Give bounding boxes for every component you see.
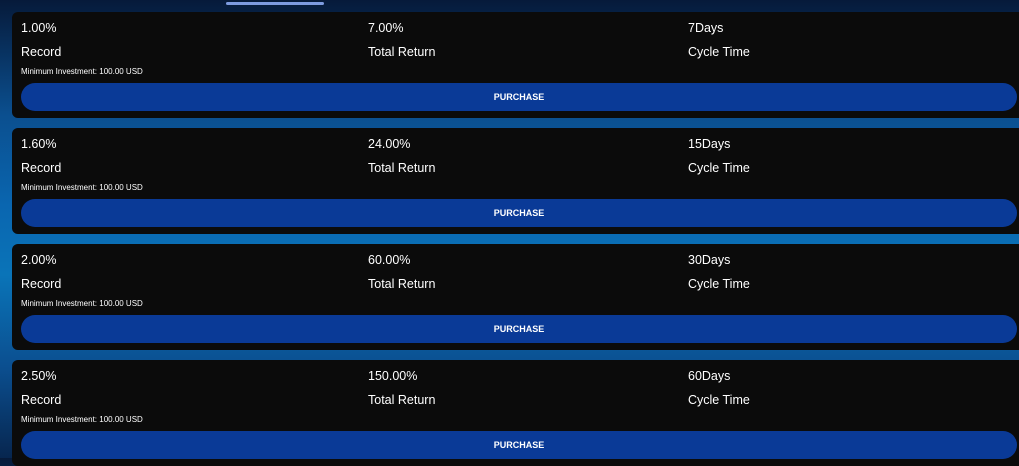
plan-card: 2.00% 60.00% 30Days Record Total Return … (12, 244, 1019, 350)
plan-card: 2.50% 150.00% 60Days Record Total Return… (12, 360, 1019, 466)
min-investment: Minimum Investment: 100.00 USD (21, 183, 143, 192)
plan-rate: 2.00% (21, 253, 57, 267)
plan-total-return: 24.00% (368, 137, 411, 151)
total-return-label: Total Return (368, 393, 436, 407)
plan-total-return: 150.00% (368, 369, 418, 383)
plan-card: 1.00% 7.00% 7Days Record Total Return Cy… (12, 12, 1019, 118)
total-return-label: Total Return (368, 45, 436, 59)
plan-cycle: 7Days (688, 21, 724, 35)
record-label: Record (21, 393, 62, 407)
plan-total-return: 7.00% (368, 21, 404, 35)
plan-rate: 1.00% (21, 21, 57, 35)
total-return-label: Total Return (368, 161, 436, 175)
cycle-time-label: Cycle Time (688, 277, 750, 291)
cycle-time-label: Cycle Time (688, 393, 750, 407)
plan-rate: 1.60% (21, 137, 57, 151)
cycle-time-label: Cycle Time (688, 45, 750, 59)
record-label: Record (21, 45, 62, 59)
min-investment: Minimum Investment: 100.00 USD (21, 415, 143, 424)
cycle-time-label: Cycle Time (688, 161, 750, 175)
scroll-indicator (226, 2, 324, 5)
plan-cycle: 15Days (688, 137, 731, 151)
total-return-label: Total Return (368, 277, 436, 291)
purchase-button[interactable]: PURCHASE (21, 199, 1017, 227)
min-investment: Minimum Investment: 100.00 USD (21, 67, 143, 76)
record-label: Record (21, 277, 62, 291)
record-label: Record (21, 161, 62, 175)
purchase-button[interactable]: PURCHASE (21, 431, 1017, 459)
plan-rate: 2.50% (21, 369, 57, 383)
purchase-button[interactable]: PURCHASE (21, 315, 1017, 343)
plan-card: 1.60% 24.00% 15Days Record Total Return … (12, 128, 1019, 234)
plan-total-return: 60.00% (368, 253, 411, 267)
purchase-button[interactable]: PURCHASE (21, 83, 1017, 111)
min-investment: Minimum Investment: 100.00 USD (21, 299, 143, 308)
plan-cycle: 60Days (688, 369, 731, 383)
plan-cycle: 30Days (688, 253, 731, 267)
